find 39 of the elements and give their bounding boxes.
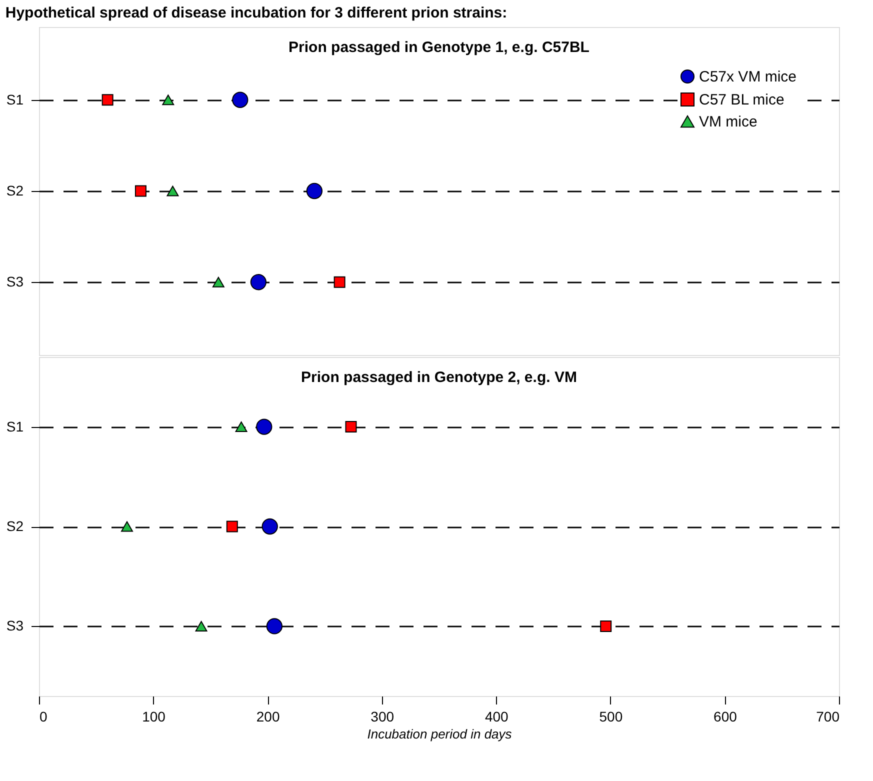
- point: [102, 94, 114, 106]
- point: [232, 92, 248, 108]
- point: [334, 276, 346, 288]
- x-tick-label: 300: [370, 708, 394, 724]
- point: [600, 620, 612, 632]
- legend-label: C57 BL mice: [699, 92, 784, 108]
- point: [256, 418, 272, 435]
- point: [226, 520, 238, 532]
- y-tick-label: S3: [6, 274, 24, 290]
- point: [195, 620, 208, 632]
- y-tick-label: S2: [6, 182, 24, 198]
- y-tick-label: S3: [6, 618, 24, 634]
- point: [166, 186, 179, 196]
- y-tick-label: S1: [6, 418, 24, 434]
- point: [162, 94, 174, 106]
- x-tick-label: 0: [40, 708, 48, 724]
- text: Prion passaged in Genotype 1, e.g. C57BL: [288, 39, 590, 56]
- legend-label: C57x VM mice: [699, 68, 797, 86]
- x-tick-label: 100: [142, 708, 166, 724]
- x-tick-label: 700: [816, 708, 840, 724]
- y-tick-label: S1: [6, 91, 24, 108]
- x-axis-title: Incubation period in days: [367, 726, 512, 742]
- x-tick-label: 500: [599, 708, 623, 724]
- x-tick-label: 400: [484, 708, 509, 724]
- y-tick-label: S2: [6, 518, 24, 534]
- point: [345, 421, 357, 433]
- point: [262, 518, 278, 535]
- chart-title: Hypothetical spread of disease incubation for 3 different prion strains:: [5, 4, 508, 22]
- point: [306, 182, 323, 200]
- x-tick-label: 200: [256, 708, 280, 724]
- point: [212, 276, 224, 288]
- legend-label: VM mice: [699, 114, 758, 130]
- text: Prion passaged in Genotype 2, e.g. VM: [301, 369, 577, 386]
- point: [134, 185, 146, 197]
- point: [121, 521, 133, 532]
- point: [235, 422, 248, 432]
- x-tick-label: 600: [714, 708, 738, 724]
- point: [266, 618, 283, 634]
- point: [250, 274, 267, 290]
